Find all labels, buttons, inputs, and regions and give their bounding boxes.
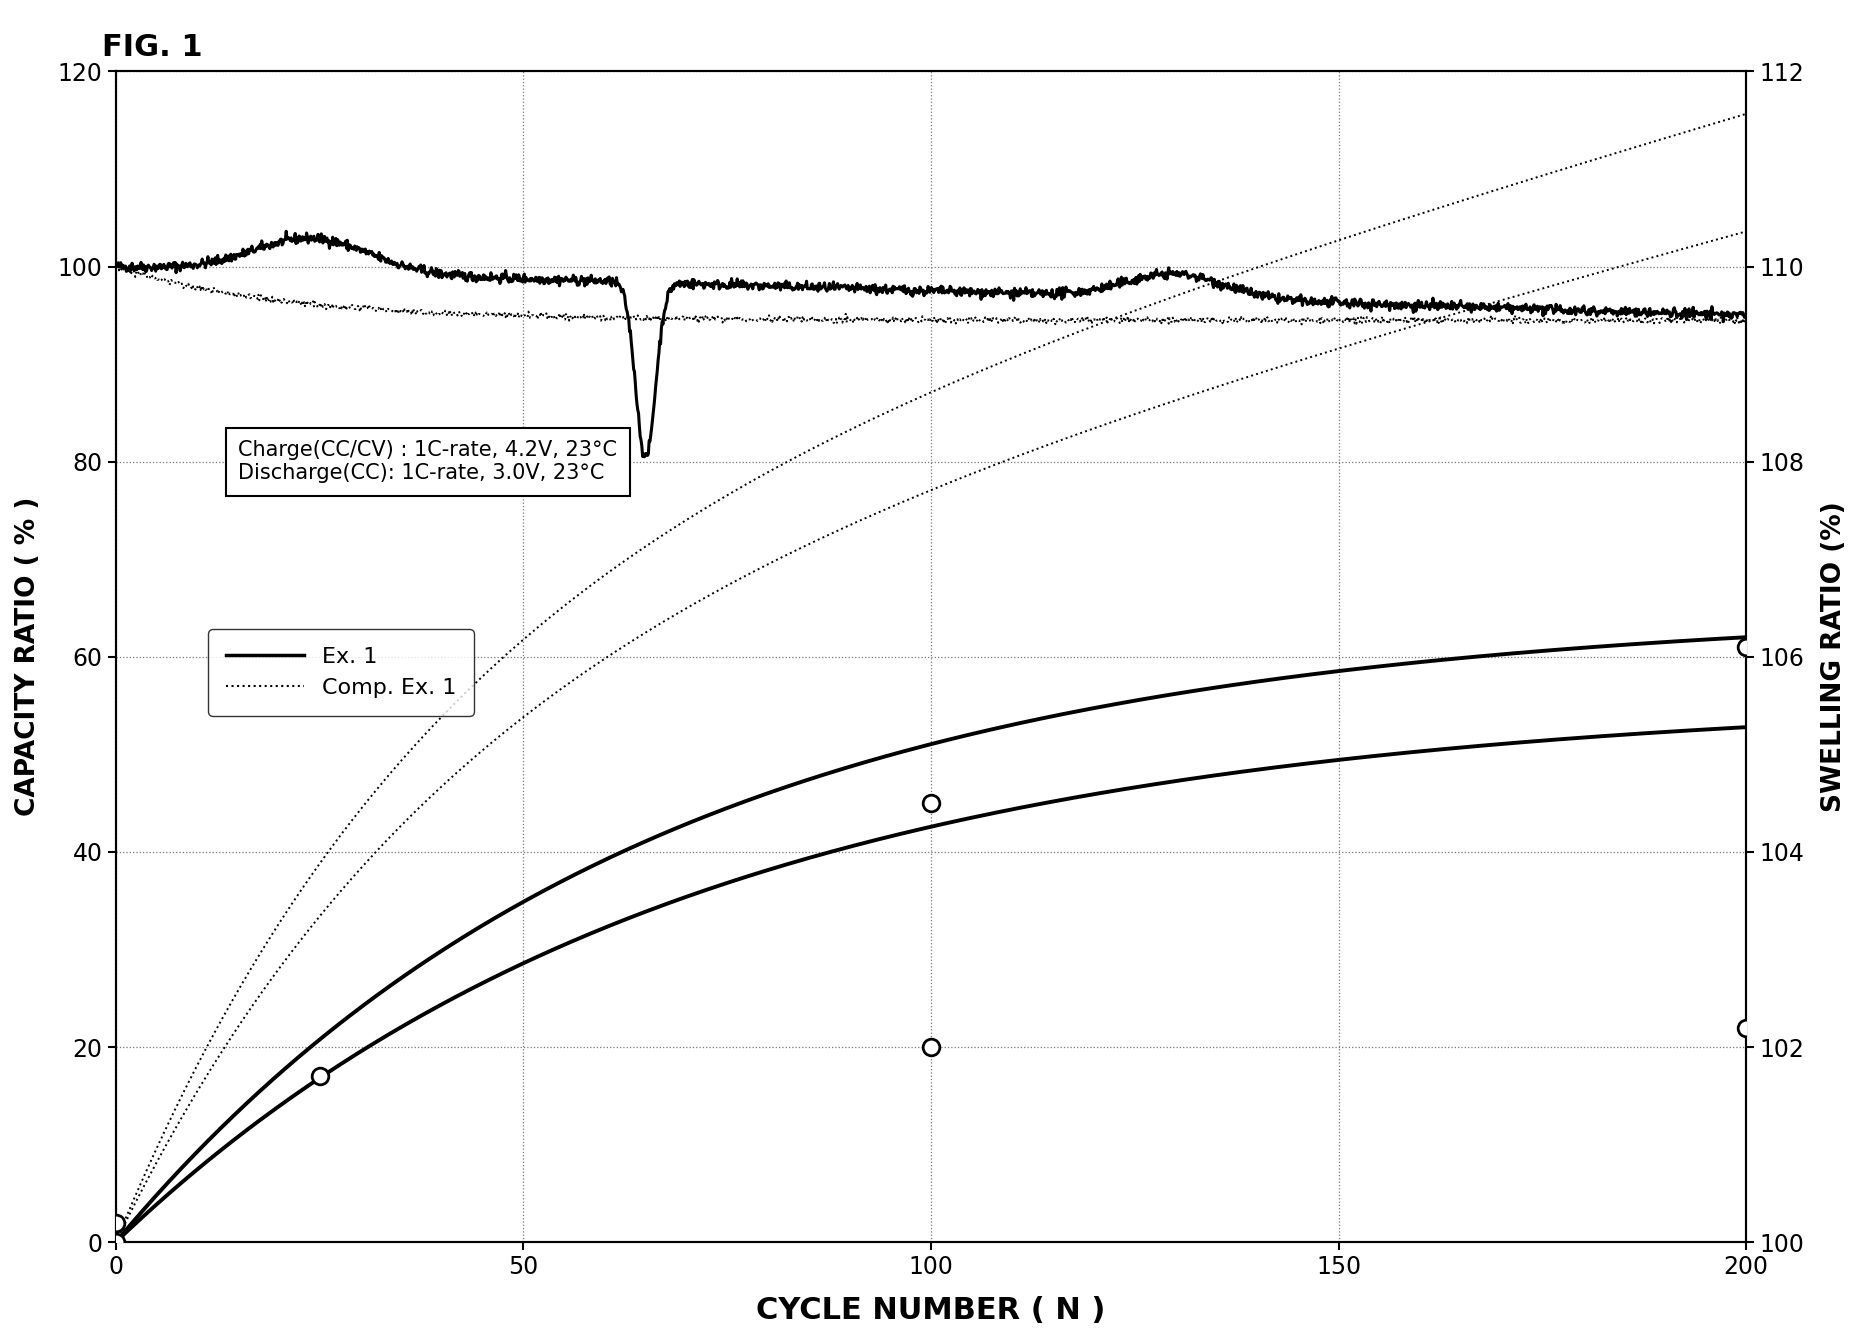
Text: Charge(CC/CV) : 1C-rate, 4.2V, 23°C
Discharge(CC): 1C-rate, 3.0V, 23°C: Charge(CC/CV) : 1C-rate, 4.2V, 23°C Disc…	[238, 440, 616, 484]
X-axis label: CYCLE NUMBER ( N ): CYCLE NUMBER ( N )	[756, 1296, 1106, 1325]
Y-axis label: SWELLING RATIO (%): SWELLING RATIO (%)	[1821, 501, 1847, 812]
Y-axis label: CAPACITY RATIO ( % ): CAPACITY RATIO ( % )	[15, 497, 41, 816]
Legend: Ex. 1, Comp. Ex. 1: Ex. 1, Comp. Ex. 1	[209, 630, 473, 716]
Text: FIG. 1: FIG. 1	[102, 34, 203, 63]
